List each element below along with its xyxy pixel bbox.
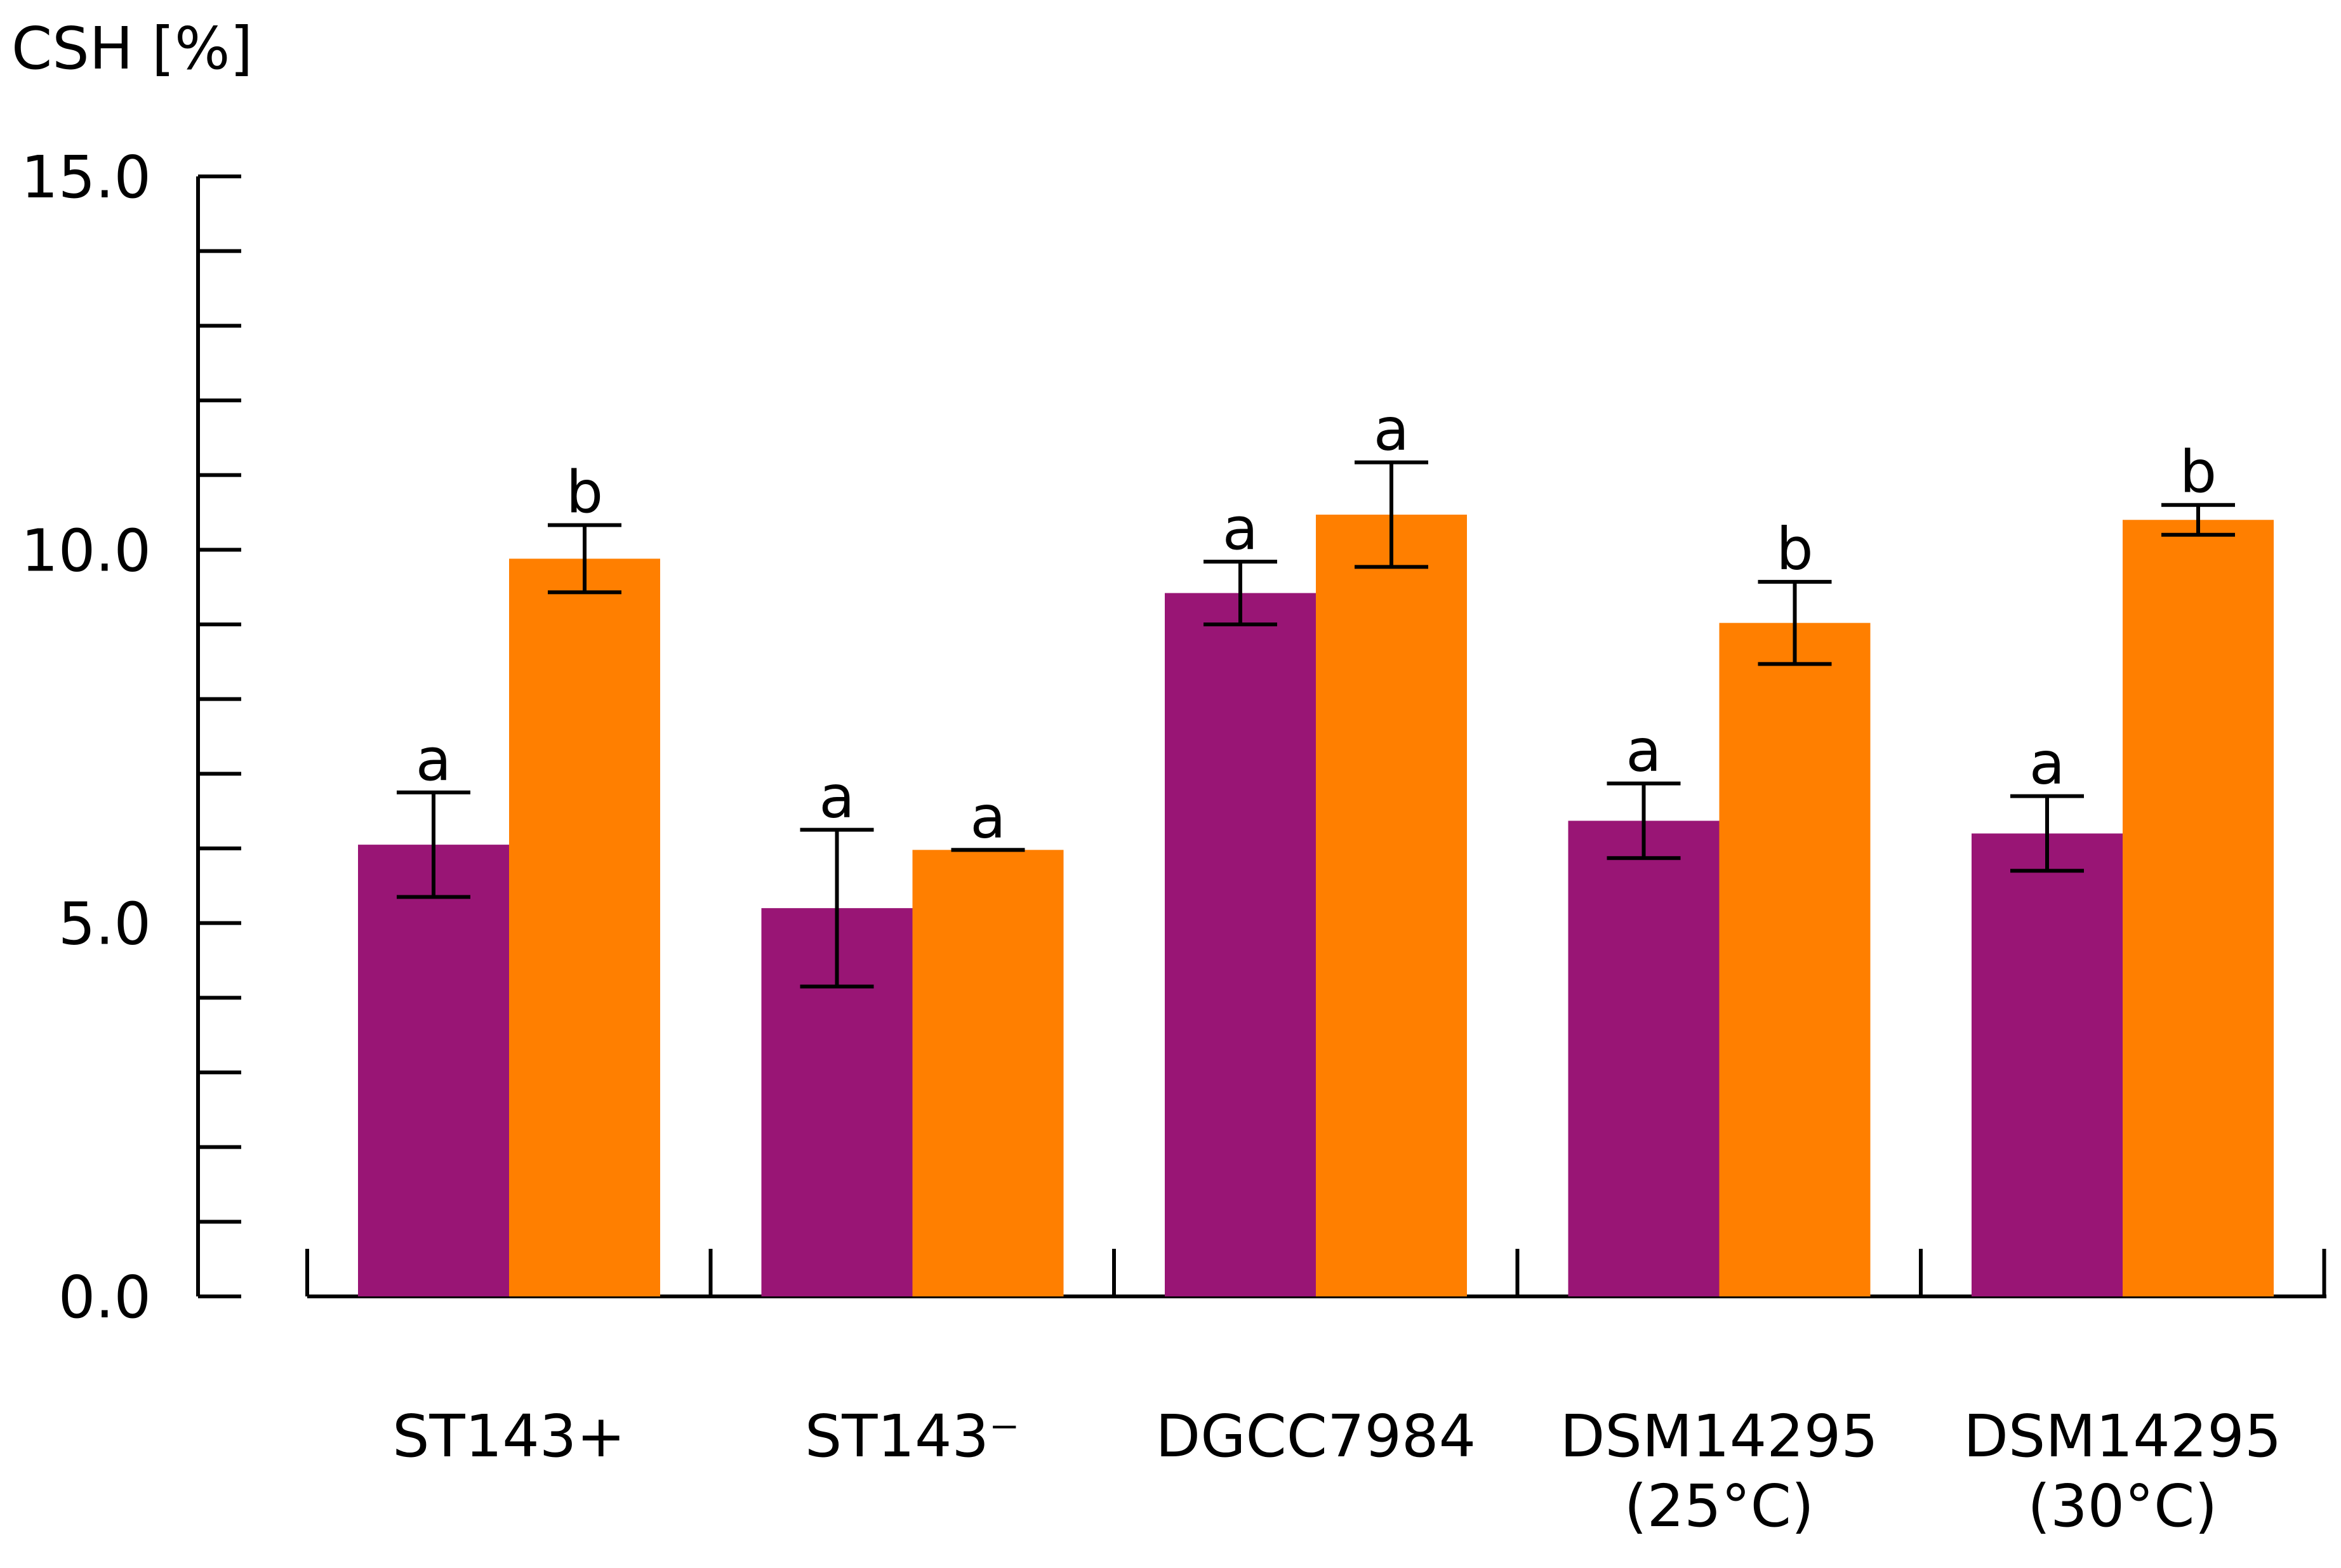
significance-label: b: [1776, 515, 1813, 583]
bar: [1316, 515, 1467, 1296]
significance-label: a: [970, 783, 1005, 851]
category-labels: ST143+ ST143⁻ DGCC7984 DSM14295(25°C)DSM142…: [392, 1402, 2281, 1540]
category-label: ST143+: [392, 1402, 625, 1470]
bar: [358, 845, 509, 1296]
error-bars: [397, 460, 2235, 989]
significance-label: a: [1626, 717, 1661, 785]
bar: [1972, 833, 2123, 1296]
significance-label: b: [566, 459, 603, 527]
y-tick-label: 10.0: [21, 517, 151, 584]
category-label: DGCC7984: [1155, 1402, 1476, 1470]
bar: [1568, 820, 1720, 1296]
bar: [509, 558, 660, 1296]
bar: [912, 850, 1064, 1296]
y-tick-label: 5.0: [58, 890, 151, 958]
category-label: DSM14295: [1963, 1402, 2281, 1470]
category-label: DSM14295: [1560, 1402, 1878, 1470]
significance-label: a: [2029, 730, 2065, 798]
bar: [2123, 520, 2274, 1297]
bars: [358, 515, 2274, 1297]
bar: [1165, 593, 1316, 1296]
significance-label: a: [1374, 396, 1409, 464]
significance-label: a: [416, 726, 451, 794]
significance-label: b: [2180, 438, 2217, 506]
category-label: ST143⁻: [805, 1402, 1020, 1470]
bar: [1719, 623, 1871, 1296]
significance-label: a: [819, 763, 854, 831]
y-tick-label: 15.0: [21, 143, 151, 211]
category-label: (25°C): [1624, 1472, 1814, 1540]
y-tick-label: 0.0: [58, 1263, 151, 1331]
y-axis: 0.0 5.0 10.0 15.0: [21, 143, 241, 1331]
category-label: (30°C): [2027, 1472, 2217, 1540]
y-axis-title: CSH [%]: [11, 15, 253, 82]
significance-labels: a a a a a b a a b b: [416, 396, 2217, 852]
significance-label: a: [1223, 495, 1258, 563]
